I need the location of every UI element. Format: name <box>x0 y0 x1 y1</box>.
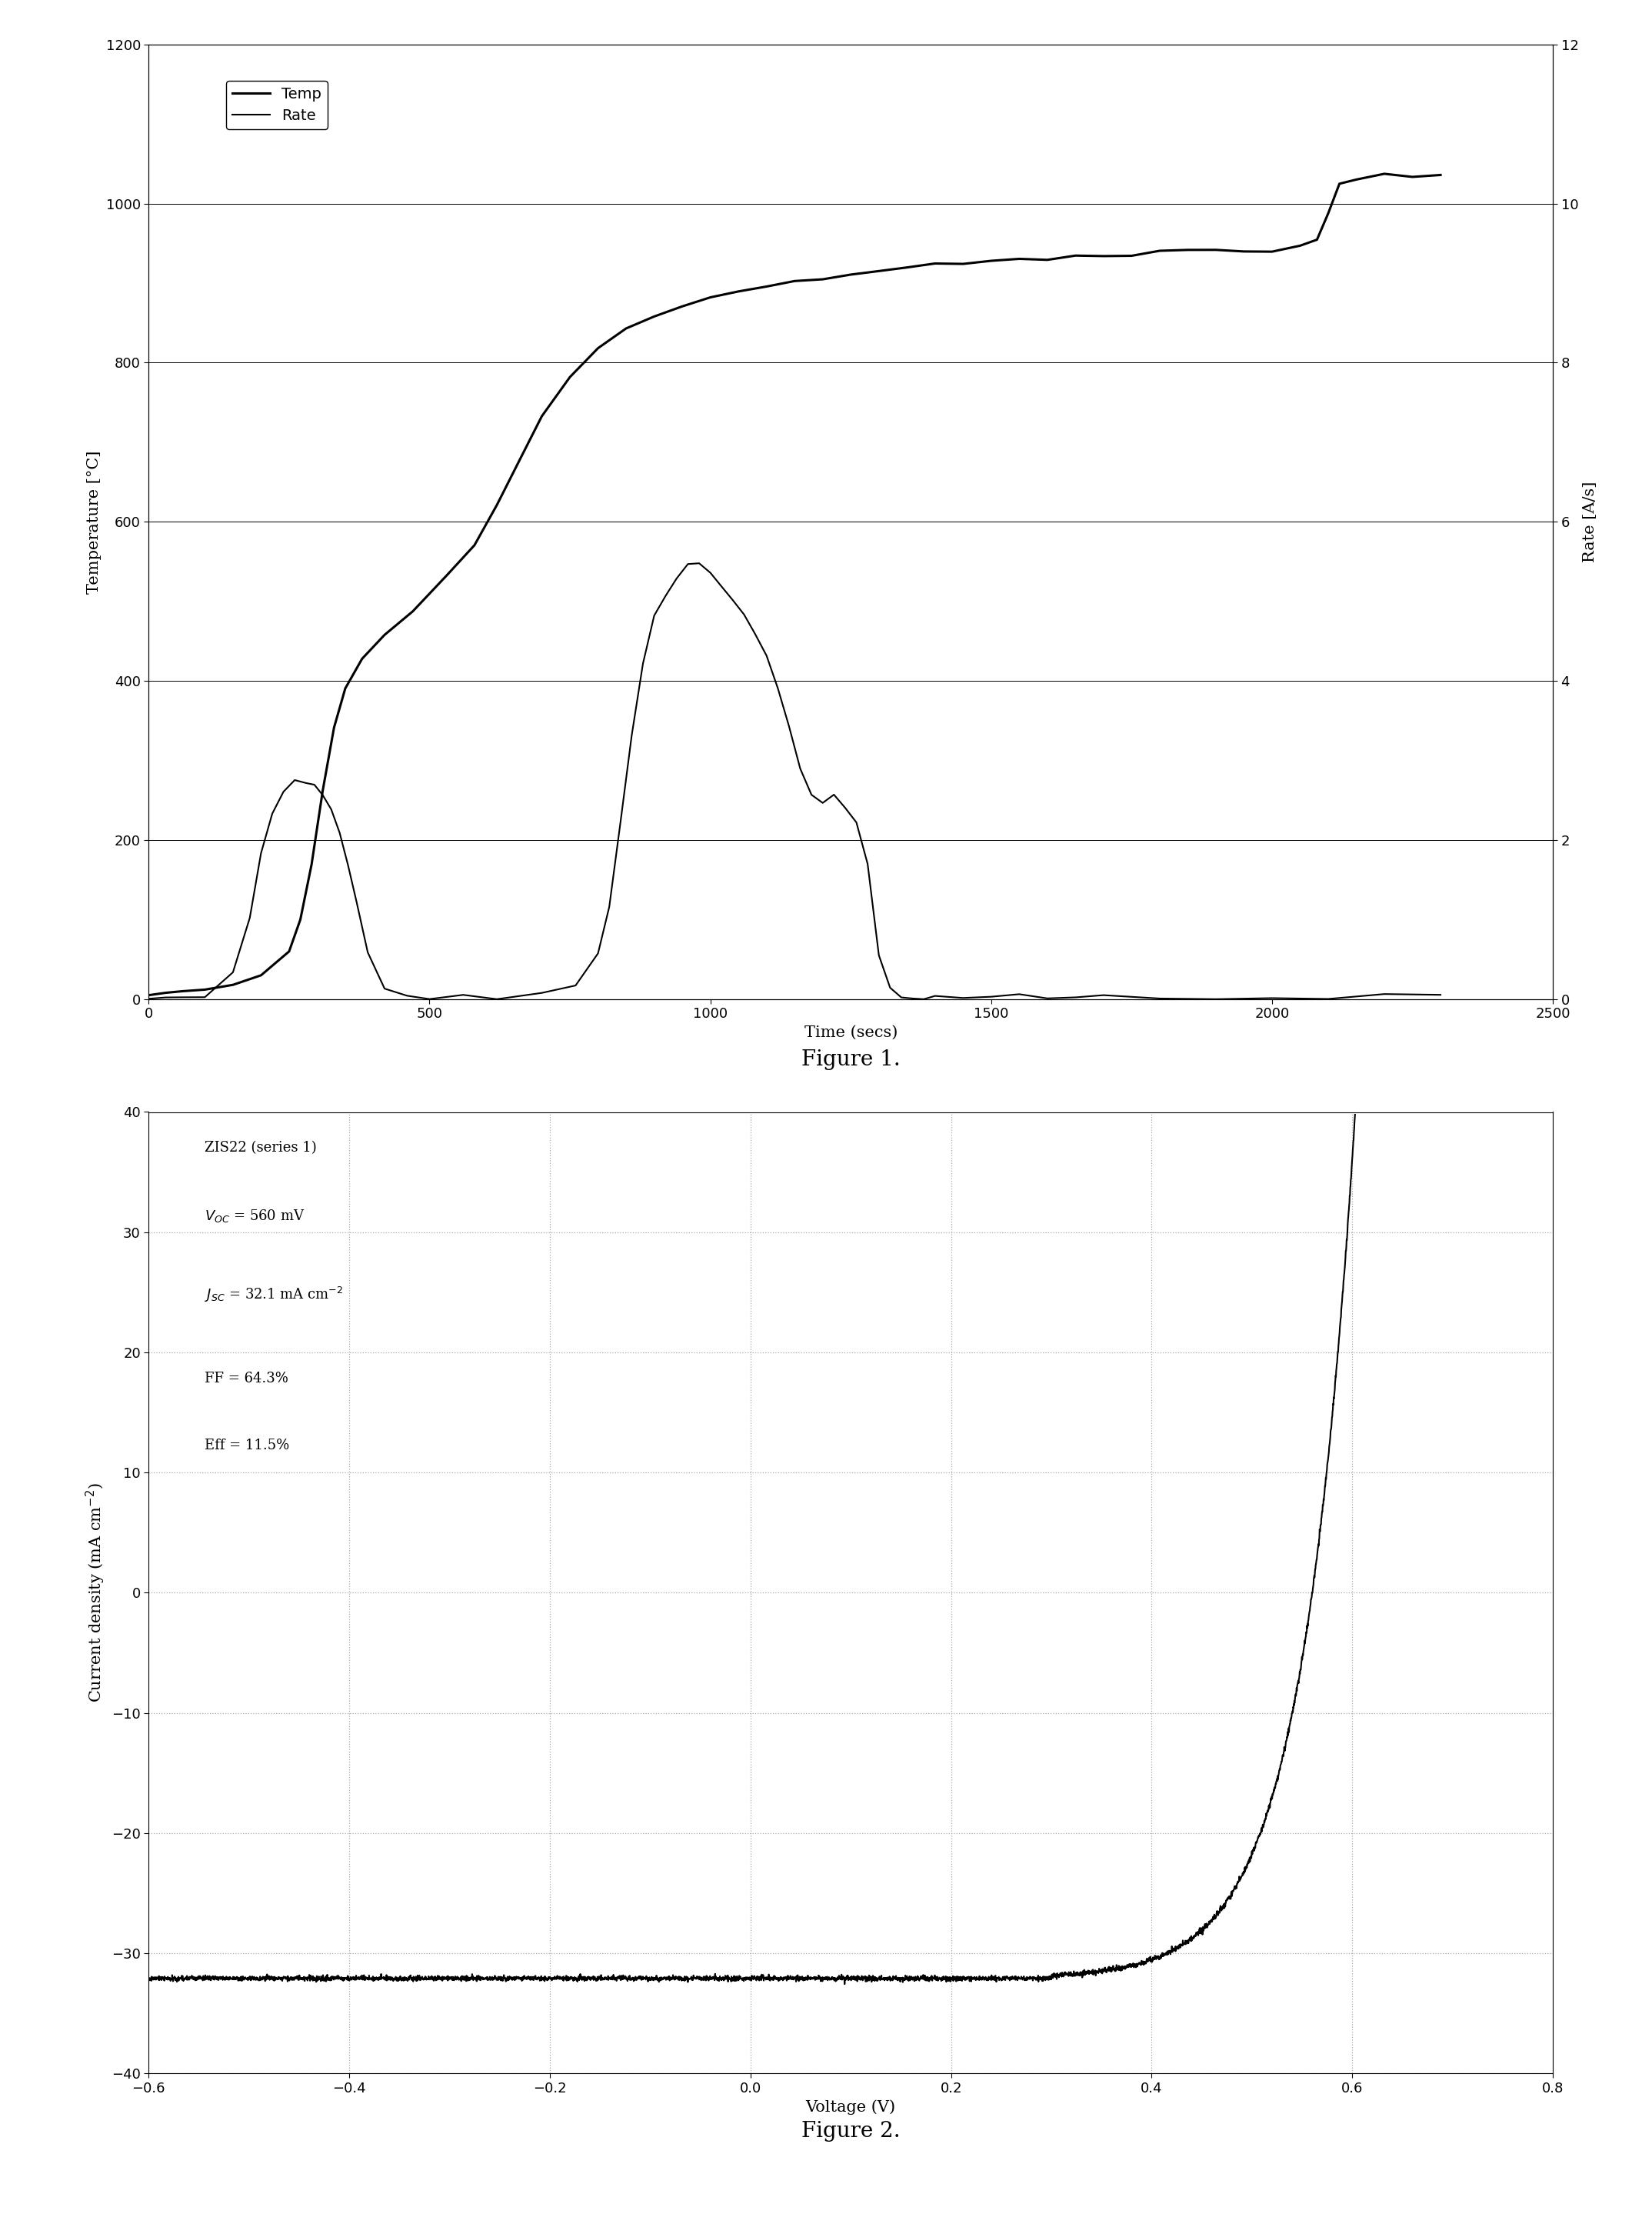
Y-axis label: Current density (mA cm$^{-2}$): Current density (mA cm$^{-2}$) <box>84 1483 107 1704</box>
Temp <box>312 776 332 803</box>
Temp <box>813 267 833 294</box>
Rate <box>139 985 159 1012</box>
Temp <box>1431 162 1450 189</box>
Y-axis label: Temperature [°C]: Temperature [°C] <box>88 449 101 594</box>
Line: Rate: Rate <box>149 563 1441 999</box>
Text: Eff = 11.5%: Eff = 11.5% <box>205 1439 289 1452</box>
Rate <box>836 794 856 821</box>
Text: FF = 64.3%: FF = 64.3% <box>205 1372 289 1386</box>
X-axis label: Voltage (V): Voltage (V) <box>806 2099 895 2115</box>
Temp <box>560 365 580 391</box>
Text: Figure 2.: Figure 2. <box>801 2122 900 2142</box>
Rate <box>1431 981 1450 1007</box>
Temp <box>1374 160 1394 187</box>
Rate <box>869 943 889 970</box>
Rate <box>487 985 507 1012</box>
Text: Figure 1.: Figure 1. <box>801 1050 900 1070</box>
Text: ZIS22 (series 1): ZIS22 (series 1) <box>205 1141 317 1154</box>
Rate <box>925 983 945 1010</box>
Rate <box>1206 985 1226 1012</box>
Line: Temp: Temp <box>149 173 1441 994</box>
Legend: Temp, Rate: Temp, Rate <box>226 80 327 129</box>
X-axis label: Time (secs): Time (secs) <box>805 1025 897 1041</box>
Text: $J_{SC}$ = 32.1 mA cm$^{-2}$: $J_{SC}$ = 32.1 mA cm$^{-2}$ <box>205 1285 344 1303</box>
Temp <box>869 258 889 285</box>
Temp <box>139 981 159 1007</box>
Rate <box>689 549 709 576</box>
Text: $V_{OC}$ = 560 mV: $V_{OC}$ = 560 mV <box>205 1208 306 1223</box>
Rate <box>1094 981 1113 1007</box>
Y-axis label: Rate [A/s]: Rate [A/s] <box>1583 480 1597 563</box>
Temp <box>1009 245 1029 271</box>
Rate <box>1150 985 1170 1012</box>
Temp <box>897 254 917 280</box>
